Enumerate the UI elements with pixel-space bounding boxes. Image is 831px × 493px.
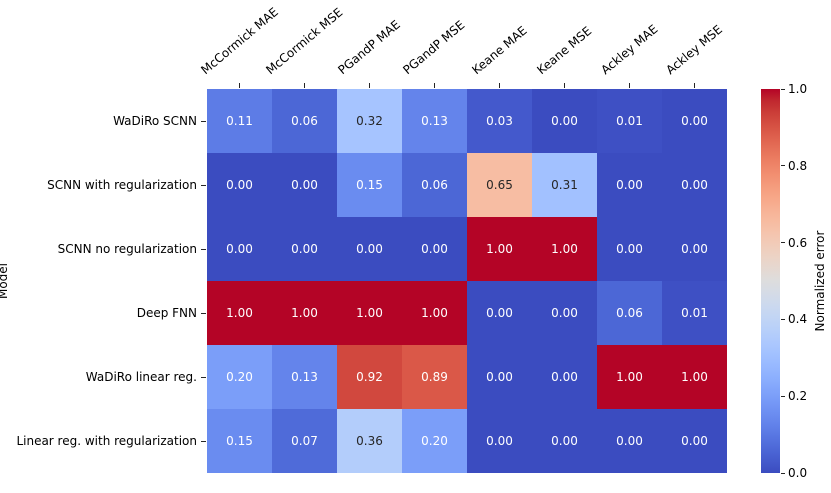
- heatmap-cell: 0.13: [272, 345, 337, 409]
- colorbar-tick-label: 0.0: [788, 466, 808, 480]
- row-label: Deep FNN: [136, 306, 197, 320]
- heatmap-cell: 1.00: [337, 281, 402, 345]
- column-label: PGandP MAE: [335, 17, 404, 78]
- row-label: SCNN no regularization: [57, 242, 197, 256]
- column-label: Ackley MAE: [598, 21, 661, 78]
- heatmap-cell: 0.06: [597, 281, 662, 345]
- column-label: PGandP MSE: [400, 17, 468, 78]
- heatmap-cell: 0.65: [467, 153, 532, 217]
- heatmap-cell: 0.00: [272, 153, 337, 217]
- heatmap-cell: 0.13: [402, 89, 467, 153]
- column-label: Keane MSE: [534, 23, 595, 78]
- heatmap-cell: 0.00: [207, 217, 272, 281]
- heatmap-cell: 0.06: [272, 89, 337, 153]
- colorbar-tick-mark: [781, 242, 785, 244]
- heatmap-cell: 0.00: [597, 217, 662, 281]
- heatmap-cell: 0.00: [662, 409, 727, 473]
- colorbar-tick-label: 0.8: [788, 158, 808, 173]
- heatmap-cell: 0.00: [662, 89, 727, 153]
- heatmap-cell: 0.00: [337, 217, 402, 281]
- heatmap-cell: 1.00: [402, 281, 467, 345]
- heatmap-cell: 1.00: [272, 281, 337, 345]
- colorbar-tick-label: 0.2: [788, 389, 808, 404]
- heatmap-cell: 0.20: [207, 345, 272, 409]
- x-tick-mark: [369, 83, 370, 88]
- colorbar-tick-mark: [781, 88, 785, 90]
- y-axis-label-text: Model: [0, 262, 10, 300]
- heatmap-cell: 0.15: [337, 153, 402, 217]
- colorbar-label-text: Normalized error: [813, 230, 827, 332]
- x-tick-mark: [239, 83, 240, 88]
- x-tick-mark: [499, 83, 500, 88]
- heatmap-cell: 0.00: [402, 217, 467, 281]
- column-label: Keane MAE: [469, 23, 530, 78]
- colorbar-tick-mark: [781, 318, 785, 320]
- heatmap-cell: 0.00: [662, 153, 727, 217]
- row-label: WaDiRo SCNN: [113, 114, 197, 128]
- heatmap-cell: 0.01: [597, 89, 662, 153]
- colorbar: [761, 89, 780, 473]
- y-tick-mark: [201, 376, 206, 378]
- x-tick-mark: [304, 83, 305, 88]
- heatmap-cell: 0.00: [532, 345, 597, 409]
- row-label: SCNN with regularization: [47, 178, 197, 192]
- colorbar-tick-label: 0.6: [788, 235, 808, 250]
- y-tick-mark: [201, 248, 206, 250]
- heatmap-cell: 0.00: [532, 281, 597, 345]
- heatmap-cell: 0.92: [337, 345, 402, 409]
- x-tick-mark: [694, 83, 695, 88]
- heatmap-cell: 1.00: [467, 217, 532, 281]
- heatmap-cell: 0.31: [532, 153, 597, 217]
- y-tick-mark: [201, 440, 206, 442]
- heatmap-cell: 0.00: [272, 217, 337, 281]
- colorbar-tick-mark: [781, 165, 785, 167]
- heatmap-cell: 0.00: [467, 409, 532, 473]
- row-label: Linear reg. with regularization: [16, 434, 197, 448]
- y-tick-mark: [201, 120, 206, 122]
- heatmap-cell: 0.20: [402, 409, 467, 473]
- heatmap-cell: 1.00: [207, 281, 272, 345]
- colorbar-tick-label: 1.0: [788, 82, 808, 96]
- heatmap-cell: 0.01: [662, 281, 727, 345]
- colorbar-tick-mark: [781, 395, 785, 397]
- heatmap-cell: 1.00: [597, 345, 662, 409]
- heatmap-cell: 0.00: [532, 409, 597, 473]
- heatmap-cell: 0.00: [532, 89, 597, 153]
- heatmap-cell: 0.06: [402, 153, 467, 217]
- heatmap-cell: 0.36: [337, 409, 402, 473]
- heatmap-cell: 0.07: [272, 409, 337, 473]
- heatmap-cell: 0.00: [597, 153, 662, 217]
- heatmap-cell: 0.00: [207, 153, 272, 217]
- heatmap-plot-area: 0.11 0.06 0.32 0.13 0.03 0.00 0.01 0.00 0.00 0.00…: [207, 89, 727, 473]
- colorbar-tick-label: 0.4: [788, 312, 808, 327]
- x-tick-mark: [564, 83, 565, 88]
- heatmap-cell: 1.00: [662, 345, 727, 409]
- heatmap-cell: 0.00: [597, 409, 662, 473]
- y-tick-mark: [201, 312, 206, 314]
- heatmap-cell: 0.03: [467, 89, 532, 153]
- heatmap-cell: 0.15: [207, 409, 272, 473]
- x-tick-mark: [434, 83, 435, 88]
- heatmap-cell: 0.89: [402, 345, 467, 409]
- heatmap-cell: 0.00: [467, 345, 532, 409]
- heatmap-cell: 0.00: [662, 217, 727, 281]
- x-tick-mark: [629, 83, 630, 88]
- heatmap-cell: 0.00: [467, 281, 532, 345]
- heatmap-cell: 0.32: [337, 89, 402, 153]
- heatmap-cell: 0.11: [207, 89, 272, 153]
- y-tick-mark: [201, 184, 206, 186]
- column-label: Ackley MSE: [663, 22, 726, 78]
- colorbar-tick-mark: [781, 472, 785, 474]
- heatmap-cell: 1.00: [532, 217, 597, 281]
- row-label: WaDiRo linear reg.: [85, 370, 197, 384]
